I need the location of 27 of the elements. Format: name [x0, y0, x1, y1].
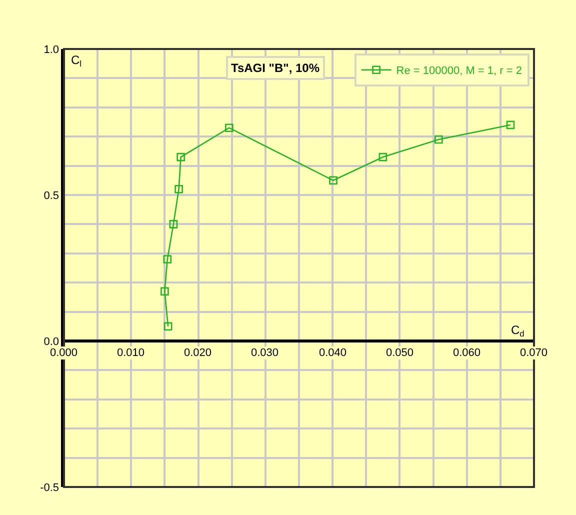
- x-tick-label: 0.000: [50, 347, 78, 359]
- point: [329, 176, 338, 185]
- point: [160, 287, 169, 296]
- point: [176, 152, 185, 162]
- legend-label: Re = 100000, M = 1, r = 2: [396, 65, 522, 78]
- point: [164, 322, 172, 331]
- x-tick-label: 0.060: [453, 347, 481, 359]
- point: [174, 185, 183, 194]
- point: [163, 255, 172, 264]
- point: [506, 120, 515, 130]
- x-tick-label: 0.050: [386, 347, 414, 359]
- point: [378, 152, 388, 162]
- y-tick-label: 0.0: [44, 336, 60, 348]
- point: [434, 135, 443, 144]
- x-tick-label: 0.010: [117, 347, 145, 359]
- text: TsAGI "B", 10%: [231, 61, 320, 75]
- y-tick-label: 1.0: [44, 44, 60, 56]
- point: [169, 220, 178, 228]
- x-tick-label: 0.020: [184, 347, 212, 359]
- y-axis-title: C$_{l}$: [71, 53, 82, 69]
- x-tick-label: 0.070: [520, 347, 548, 359]
- x-tick-label: 0.040: [319, 347, 347, 359]
- x-axis-title: C$_{d}$: [511, 323, 525, 339]
- y-tick-label: 0.5: [44, 190, 60, 202]
- x-tick-label: 0.030: [251, 347, 279, 359]
- y-tick-label: -0.5: [40, 482, 60, 494]
- point: [225, 124, 234, 132]
